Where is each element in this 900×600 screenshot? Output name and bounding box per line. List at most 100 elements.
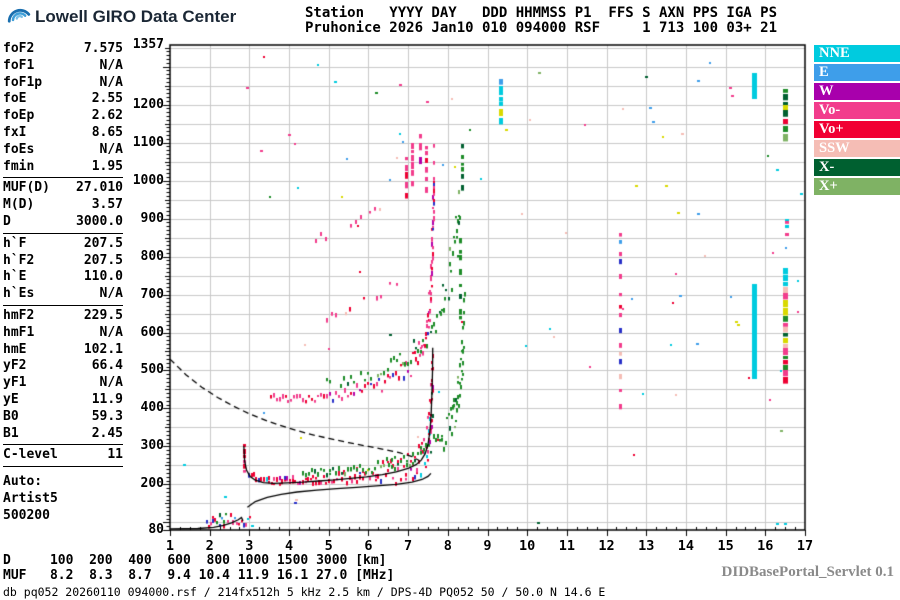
x-tick-label: 12 <box>598 538 615 554</box>
ionogram-plot <box>148 35 818 547</box>
parameter-value: 3000.0 <box>76 213 123 229</box>
parameter-value: 27.010 <box>76 180 123 196</box>
parameter-label: yF1 <box>3 375 27 391</box>
parameter-value: N/A <box>99 286 123 302</box>
parameter-row: foF1p N/A <box>3 75 123 92</box>
servlet-version: DIDBasePortal_Servlet 0.1 <box>721 564 894 580</box>
parameter-value: 11.9 <box>91 391 123 407</box>
auto-scaler-info: Auto: Artist5 500200 <box>3 473 123 524</box>
auto-scaler-line: 500200 <box>3 508 50 524</box>
x-tick-label: 10 <box>519 538 536 554</box>
parameter-label: hmE <box>3 341 27 357</box>
parameter-row: foF2 7.575 <box>3 41 123 58</box>
parameter-label: foE <box>3 91 27 107</box>
parameter-value: N/A <box>99 375 123 391</box>
parameter-row: B1 2.45 <box>3 426 123 443</box>
parameter-label: foF2 <box>3 41 35 56</box>
y-tick-label: 1100 <box>132 134 164 150</box>
parameter-value: 66.4 <box>91 358 123 374</box>
parameter-value: 102.1 <box>83 341 123 357</box>
parameter-value: 2.45 <box>91 425 123 441</box>
y-tick-label: 900 <box>140 210 164 226</box>
parameter-row: hmE 102.1 <box>3 342 123 359</box>
parameter-row: foE 2.55 <box>3 91 123 108</box>
y-tick-label: 1200 <box>132 96 164 112</box>
parameter-label: hmF1 <box>3 324 35 340</box>
x-tick-label: 5 <box>324 538 333 554</box>
parameter-panel: foF2 7.575 foF1 N/A foF1p N/A foE 2.55 foEp 2.62 f… <box>3 41 123 524</box>
status-line: db pq052 20260110 094000.rsf / 214fx512h… <box>3 585 606 599</box>
parameter-value: N/A <box>99 141 123 157</box>
parameter-row: yF1 N/A <box>3 375 123 392</box>
y-tick-label: 400 <box>140 400 164 416</box>
x-tick-label: 4 <box>284 538 294 554</box>
parameter-value: N/A <box>99 57 123 73</box>
y-tick-label: 800 <box>140 248 164 264</box>
y-tick-label: 300 <box>140 438 164 454</box>
parameter-row: foEp 2.62 <box>3 108 123 125</box>
parameter-label: h`Es <box>3 286 35 302</box>
parameter-label: B0 <box>3 408 19 424</box>
panel-separator <box>3 177 123 179</box>
parameter-label: yE <box>3 391 19 407</box>
parameter-label: M(D) <box>3 197 35 213</box>
parameter-label: C-level <box>3 447 58 463</box>
parameter-value: 11 <box>107 447 123 463</box>
parameter-label: foEp <box>3 108 35 124</box>
parameter-row: fxI 8.65 <box>3 125 123 142</box>
y-tick-label: 600 <box>140 324 164 340</box>
parameter-value: 207.5 <box>83 235 123 251</box>
y-tick-label: 1357 <box>132 37 164 52</box>
parameter-row: fmin 1.95 <box>3 159 123 176</box>
echo-direction-legend: NNE E W Vo- Vo+ SSW X- X+ <box>814 45 900 197</box>
station-header-values: Pruhonice 2026 Jan10 010 094000 RSF 1 71… <box>305 20 778 36</box>
muf-row: MUF 8.2 8.3 8.7 9.4 10.4 11.9 16.1 27.0 … <box>3 568 395 583</box>
parameter-value: N/A <box>99 324 123 340</box>
x-tick-label: 17 <box>796 538 814 554</box>
parameter-row: yE 11.9 <box>3 392 123 409</box>
legend-item-vo+: Vo+ <box>814 121 900 138</box>
parameter-row: foF1 N/A <box>3 58 123 75</box>
panel-separator <box>3 304 123 306</box>
parameter-row: hmF1 N/A <box>3 325 123 342</box>
logo: Lowell GIRO Data Center <box>7 5 236 29</box>
parameter-label: foF1p <box>3 74 43 90</box>
parameter-value: 1.95 <box>91 158 123 174</box>
parameter-label: fxI <box>3 124 27 140</box>
parameter-row: D 3000.0 <box>3 214 123 231</box>
logo-text: Lowell GIRO Data Center <box>35 7 237 26</box>
parameter-label: foEs <box>3 141 35 157</box>
x-tick-label: 15 <box>717 538 734 554</box>
parameter-row: h`Es N/A <box>3 286 123 303</box>
panel-separator <box>3 444 123 446</box>
y-tick-label: 200 <box>140 476 164 492</box>
parameter-label: h`E <box>3 269 27 285</box>
parameter-label: MUF(D) <box>3 180 50 196</box>
parameter-value: 8.65 <box>91 124 123 140</box>
parameter-label: B1 <box>3 425 19 441</box>
parameter-label: hmF2 <box>3 307 35 323</box>
parameter-row: B0 59.3 <box>3 409 123 426</box>
parameter-label: foF1 <box>3 57 35 73</box>
parameter-value: 2.62 <box>91 108 123 124</box>
legend-item-vo-: Vo- <box>814 102 900 119</box>
parameter-label: fmin <box>3 158 35 174</box>
x-tick-label: 7 <box>404 538 413 554</box>
parameter-label: h`F <box>3 235 27 251</box>
y-tick-label: 500 <box>140 362 164 378</box>
panel-separator <box>3 466 123 468</box>
legend-item-x-: X- <box>814 159 900 176</box>
parameter-row: foEs N/A <box>3 142 123 159</box>
parameter-label: D <box>3 213 11 229</box>
parameter-value: N/A <box>99 74 123 90</box>
parameter-row: MUF(D) 27.010 <box>3 180 123 197</box>
x-tick-label: 13 <box>638 538 655 554</box>
x-tick-label: 8 <box>443 538 452 554</box>
parameter-value: 2.55 <box>91 91 123 107</box>
legend-item-e: E <box>814 64 900 81</box>
parameter-value: 207.5 <box>83 252 123 268</box>
parameter-row: h`E 110.0 <box>3 269 123 286</box>
parameter-value: 229.5 <box>83 307 123 323</box>
